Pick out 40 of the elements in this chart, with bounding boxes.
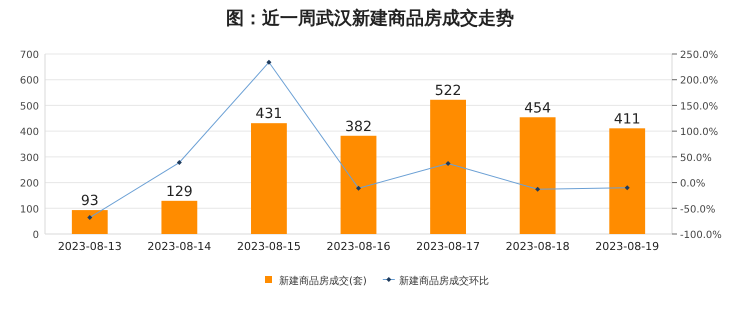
bar xyxy=(520,117,556,234)
y2-tick-label: -50.0% xyxy=(680,204,716,216)
x-tick-label: 2023-08-15 xyxy=(236,240,301,253)
y2-tick-label: 50.0% xyxy=(680,152,712,164)
y-tick-label: 500 xyxy=(20,101,39,112)
x-tick-label: 2023-08-18 xyxy=(506,240,570,253)
x-tick-label: 2023-08-17 xyxy=(416,240,480,253)
x-tick-label: 2023-08-14 xyxy=(147,240,212,253)
y-tick-label: 600 xyxy=(20,76,39,87)
y2-tick-label: -100.0% xyxy=(680,230,722,241)
y2-tick-label: 150.0% xyxy=(680,101,718,112)
chart-title: 图：近一周武汉新建商品房成交走势 xyxy=(226,8,514,29)
data-label: 93 xyxy=(80,193,99,210)
x-tick-label: 2023-08-13 xyxy=(58,240,122,253)
legend-label: 新建商品房成交(套) xyxy=(279,275,367,287)
bar xyxy=(251,123,287,234)
data-label: 129 xyxy=(166,184,193,200)
y2-tick-label: 0.0% xyxy=(680,178,706,190)
bar xyxy=(161,200,198,234)
bar xyxy=(72,210,108,234)
y2-tick-label: 200.0% xyxy=(680,76,718,87)
data-label: 382 xyxy=(345,118,372,135)
data-label: 522 xyxy=(434,82,462,99)
y-tick-label: 0 xyxy=(32,230,39,241)
y-tick-label: 400 xyxy=(20,127,39,138)
data-label: 411 xyxy=(614,111,641,128)
y-tick-label: 200 xyxy=(20,178,39,190)
data-label: 431 xyxy=(256,106,282,122)
y2-tick-label: 100.0% xyxy=(680,127,718,138)
y-tick-label: 300 xyxy=(20,152,39,164)
bar xyxy=(430,100,466,234)
data-label: 454 xyxy=(524,100,552,116)
legend-label: 新建商品房成交环比 xyxy=(398,275,489,287)
y-tick-label: 100 xyxy=(20,204,39,216)
y-tick-label: 700 xyxy=(20,50,39,61)
bar xyxy=(340,136,376,234)
x-tick-label: 2023-08-16 xyxy=(326,240,390,253)
x-tick-label: 2023-08-19 xyxy=(595,240,660,253)
bar xyxy=(609,128,646,234)
y2-tick-label: 250.0% xyxy=(680,50,718,61)
